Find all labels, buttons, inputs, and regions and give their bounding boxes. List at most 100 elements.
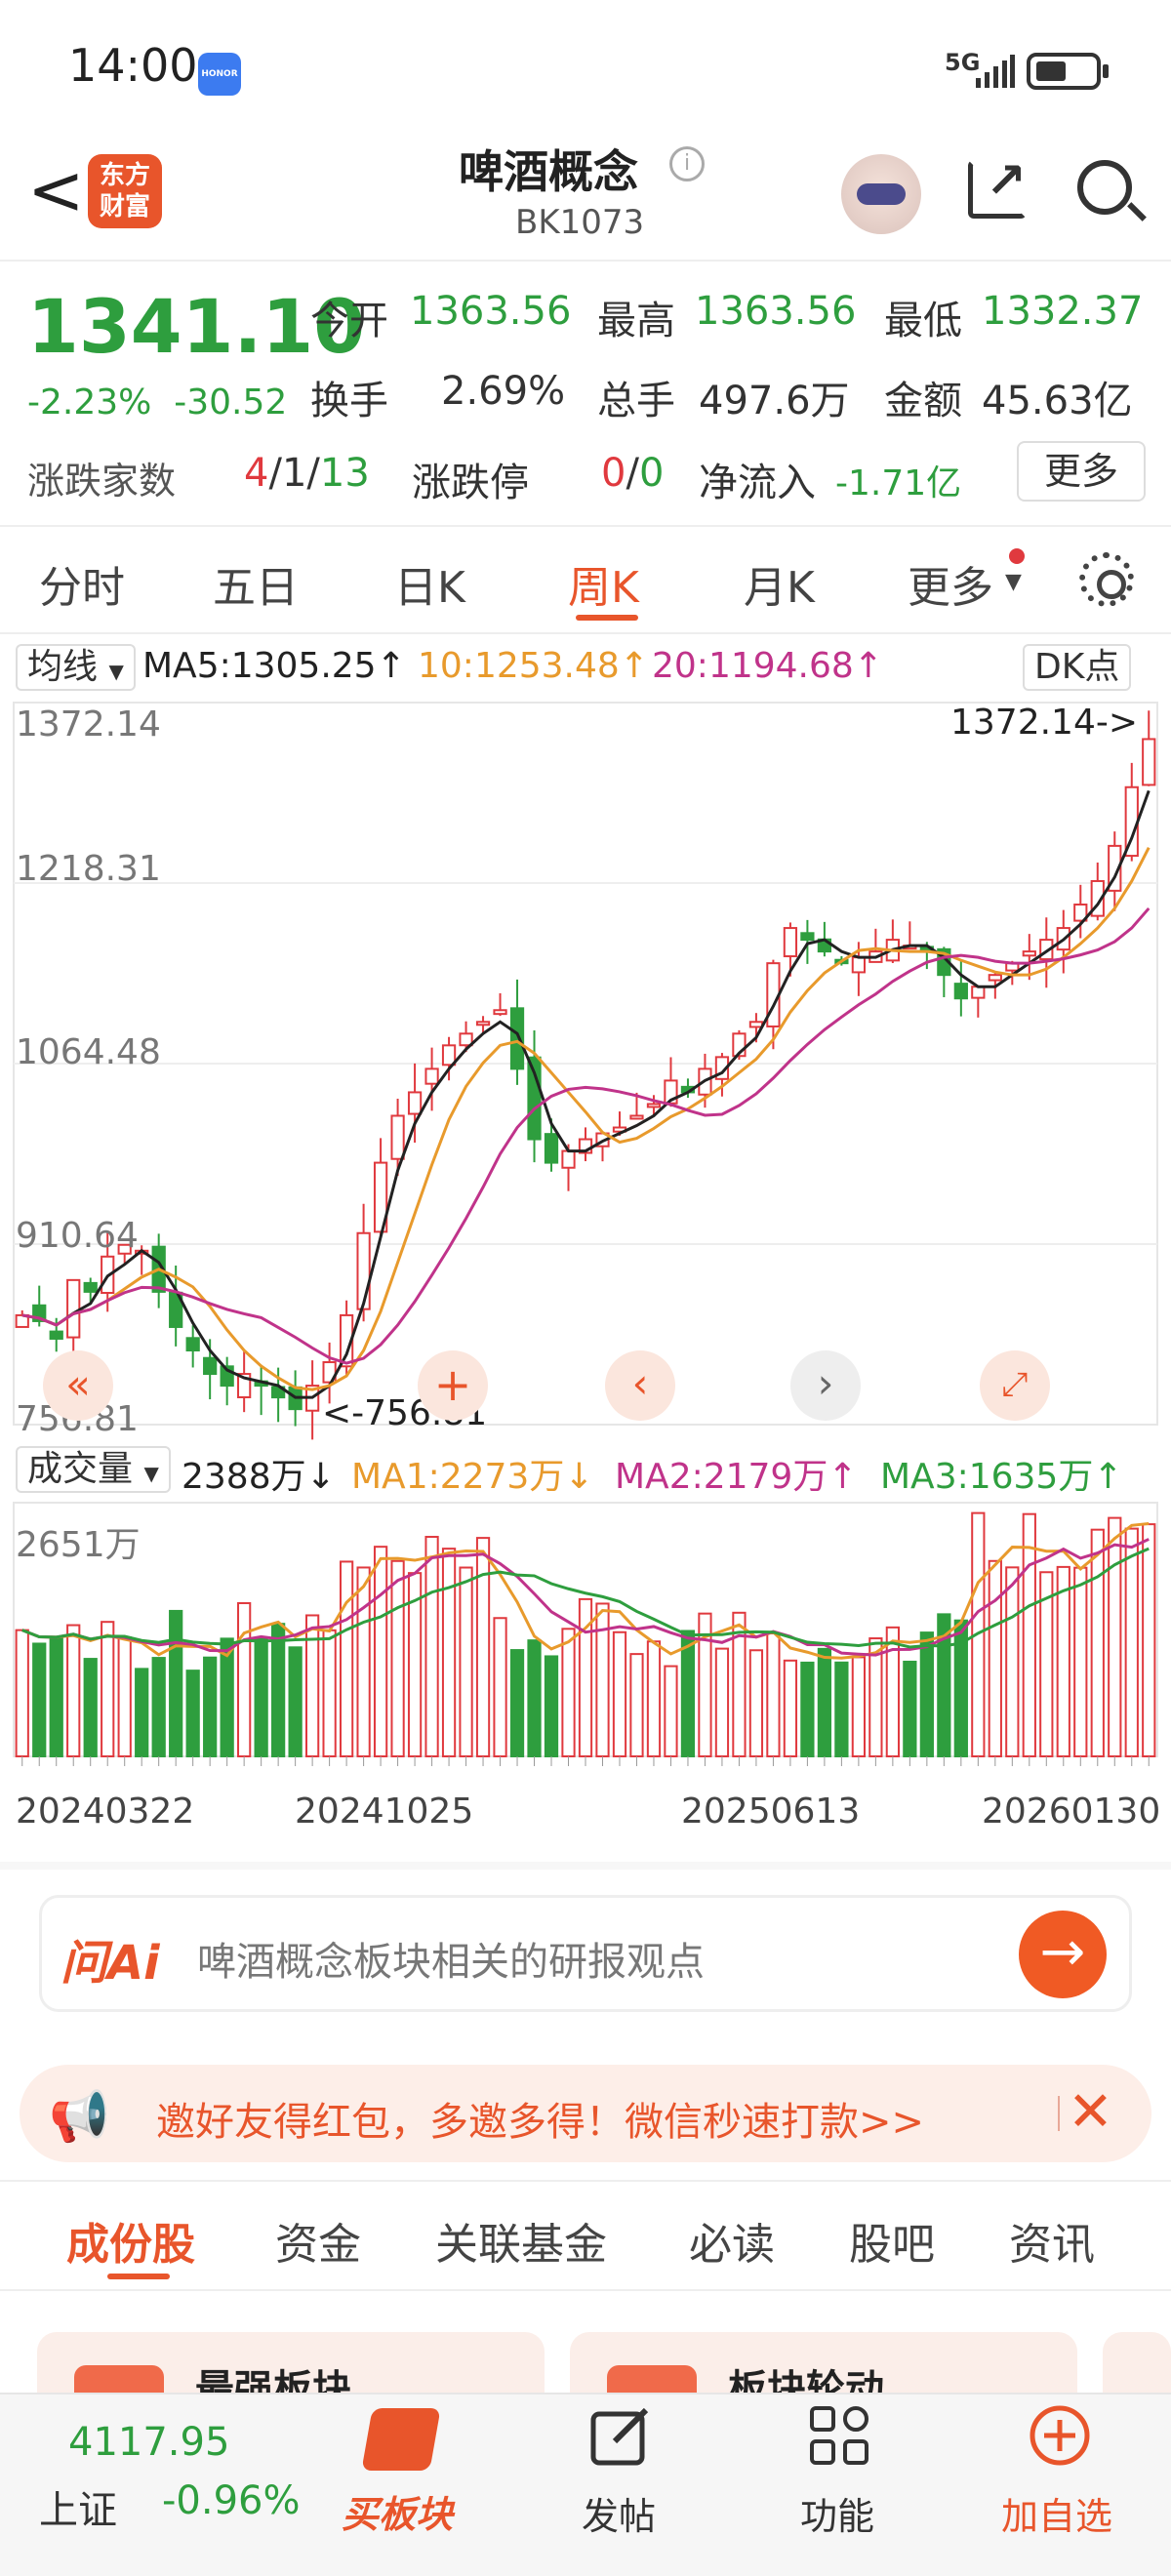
volume-bar xyxy=(459,1566,473,1758)
ask-ai-box[interactable] xyxy=(39,1895,1132,2012)
index-change[interactable]: -0.96% xyxy=(162,2478,301,2523)
volume-label: 总手 xyxy=(597,379,675,423)
clock: 14:00 xyxy=(68,39,198,92)
volume-bar xyxy=(851,1656,867,1758)
turnover-value: 2.69% xyxy=(441,369,566,414)
tab-five-day[interactable]: 五日 xyxy=(213,563,299,613)
index-name[interactable]: 上证 xyxy=(39,2488,117,2533)
volume-bar xyxy=(919,1631,934,1758)
ma10-value: 10:1253.48↑ xyxy=(418,646,649,686)
high-marker: 1372.14-> xyxy=(950,703,1139,743)
gear-icon[interactable] xyxy=(1079,552,1134,607)
candle-body xyxy=(185,1337,200,1352)
battery-tip xyxy=(1103,64,1109,78)
tab-news[interactable]: 资讯 xyxy=(1009,2220,1095,2270)
tab-must-read[interactable]: 必读 xyxy=(689,2220,775,2270)
divider xyxy=(0,260,1171,262)
turnover-label: 换手 xyxy=(310,379,388,423)
date-label: 20241025 xyxy=(295,1791,474,1831)
volume-bar xyxy=(714,1647,730,1758)
volume-value: 497.6万 xyxy=(699,379,850,423)
volume-bar xyxy=(509,1649,525,1758)
expand-icon[interactable]: ⤢ xyxy=(980,1350,1050,1421)
candle-body xyxy=(1142,738,1156,786)
more-button[interactable]: 更多 xyxy=(1017,441,1146,502)
prev-icon[interactable]: ‹ xyxy=(605,1350,675,1421)
y-tick-label: 1218.31 xyxy=(16,849,161,889)
banner-text[interactable]: 邀好友得红包，多邀多得！微信秒速打款>> xyxy=(156,2100,925,2145)
y-tick-label: 910.64 xyxy=(16,1216,139,1256)
volume-bar xyxy=(493,1617,507,1757)
volume-bar xyxy=(203,1656,218,1758)
buy-sector-icon[interactable] xyxy=(361,2408,441,2471)
volume-bar xyxy=(1142,1523,1156,1757)
candle-body xyxy=(1073,904,1088,922)
volume-bar xyxy=(1108,1516,1122,1757)
add-circle-icon[interactable] xyxy=(1029,2404,1091,2467)
volume-bar xyxy=(544,1655,559,1757)
tab-forum[interactable]: 股吧 xyxy=(849,2220,935,2270)
sector-code: BK1073 xyxy=(515,203,645,242)
close-icon[interactable]: ✕ xyxy=(1068,2080,1113,2144)
candle-body xyxy=(390,1114,405,1160)
grid-icon[interactable] xyxy=(808,2404,870,2467)
open-value: 1363.56 xyxy=(410,289,572,334)
zoom-in-icon[interactable]: + xyxy=(418,1350,488,1421)
kline-chart[interactable] xyxy=(0,683,1171,1834)
ma10-line xyxy=(21,847,1151,1391)
ma-selector[interactable]: 均线 ▼ xyxy=(16,644,136,691)
high-label: 最高 xyxy=(597,299,675,343)
volume-bar xyxy=(322,1629,337,1758)
share-icon[interactable] xyxy=(968,160,1027,219)
status-bar: 14:00 HONOR 5G xyxy=(0,0,1171,137)
tab-weekly-k[interactable]: 周K xyxy=(568,563,639,613)
bottom-nav xyxy=(0,2393,1171,2576)
robot-avatar-icon[interactable] xyxy=(841,154,921,234)
fast-back-icon[interactable]: « xyxy=(43,1350,113,1421)
volume-bar xyxy=(629,1653,644,1758)
candle-body xyxy=(629,1114,644,1120)
volume-bar xyxy=(49,1636,63,1757)
candle-body xyxy=(83,1281,98,1293)
info-icon[interactable]: i xyxy=(669,146,705,181)
tab-constituents[interactable]: 成份股 xyxy=(66,2220,195,2270)
tab-monthly-k[interactable]: 月K xyxy=(744,563,815,613)
change-pct: -2.23% -30.52 xyxy=(27,382,288,423)
volume-bar xyxy=(834,1661,849,1757)
ma5-line xyxy=(21,789,1151,1399)
next-icon[interactable]: › xyxy=(790,1350,861,1421)
volume-bar xyxy=(1056,1565,1070,1758)
edit-icon[interactable] xyxy=(589,2404,652,2467)
tab-daily-k[interactable]: 日K xyxy=(394,563,465,613)
candle-body xyxy=(988,974,1002,982)
arrow-right-icon[interactable]: → xyxy=(1019,1911,1107,1998)
search-icon[interactable] xyxy=(1077,160,1132,215)
invite-banner[interactable] xyxy=(20,2065,1151,2162)
candle-body xyxy=(561,1149,576,1169)
index-value[interactable]: 4117.95 xyxy=(68,2420,230,2465)
volume-bar xyxy=(1090,1528,1105,1757)
dk-button[interactable]: DK点 xyxy=(1023,644,1132,691)
volume-bar xyxy=(237,1601,252,1757)
volume-selector[interactable]: 成交量 ▼ xyxy=(16,1446,171,1493)
ask-ai-prompt[interactable]: 啤酒概念板块相关的研报观点 xyxy=(197,1940,705,1985)
candle-body xyxy=(459,1032,473,1047)
tab-related-funds[interactable]: 关联基金 xyxy=(435,2220,607,2270)
add-watchlist-label[interactable]: 加自选 xyxy=(1001,2495,1113,2538)
volume-bar xyxy=(748,1649,764,1758)
netflow-value: -1.71亿 xyxy=(835,463,962,503)
amount-value: 45.63亿 xyxy=(982,379,1133,423)
volume-bar xyxy=(612,1630,627,1758)
volume-bar xyxy=(766,1631,781,1758)
volume-current: 2388万↓ xyxy=(182,1457,336,1497)
function-label[interactable]: 功能 xyxy=(800,2495,875,2538)
buy-sector-label[interactable]: 买板块 xyxy=(342,2493,454,2536)
volume-bar xyxy=(903,1660,917,1757)
candle-body xyxy=(475,1021,491,1026)
tab-funds[interactable]: 资金 xyxy=(275,2220,361,2270)
tab-intraday[interactable]: 分时 xyxy=(39,563,125,613)
post-label[interactable]: 发帖 xyxy=(582,2495,657,2538)
volume-bar xyxy=(15,1629,29,1757)
tab-more[interactable]: 更多 xyxy=(908,563,993,613)
back-icon[interactable]: < xyxy=(27,150,85,230)
